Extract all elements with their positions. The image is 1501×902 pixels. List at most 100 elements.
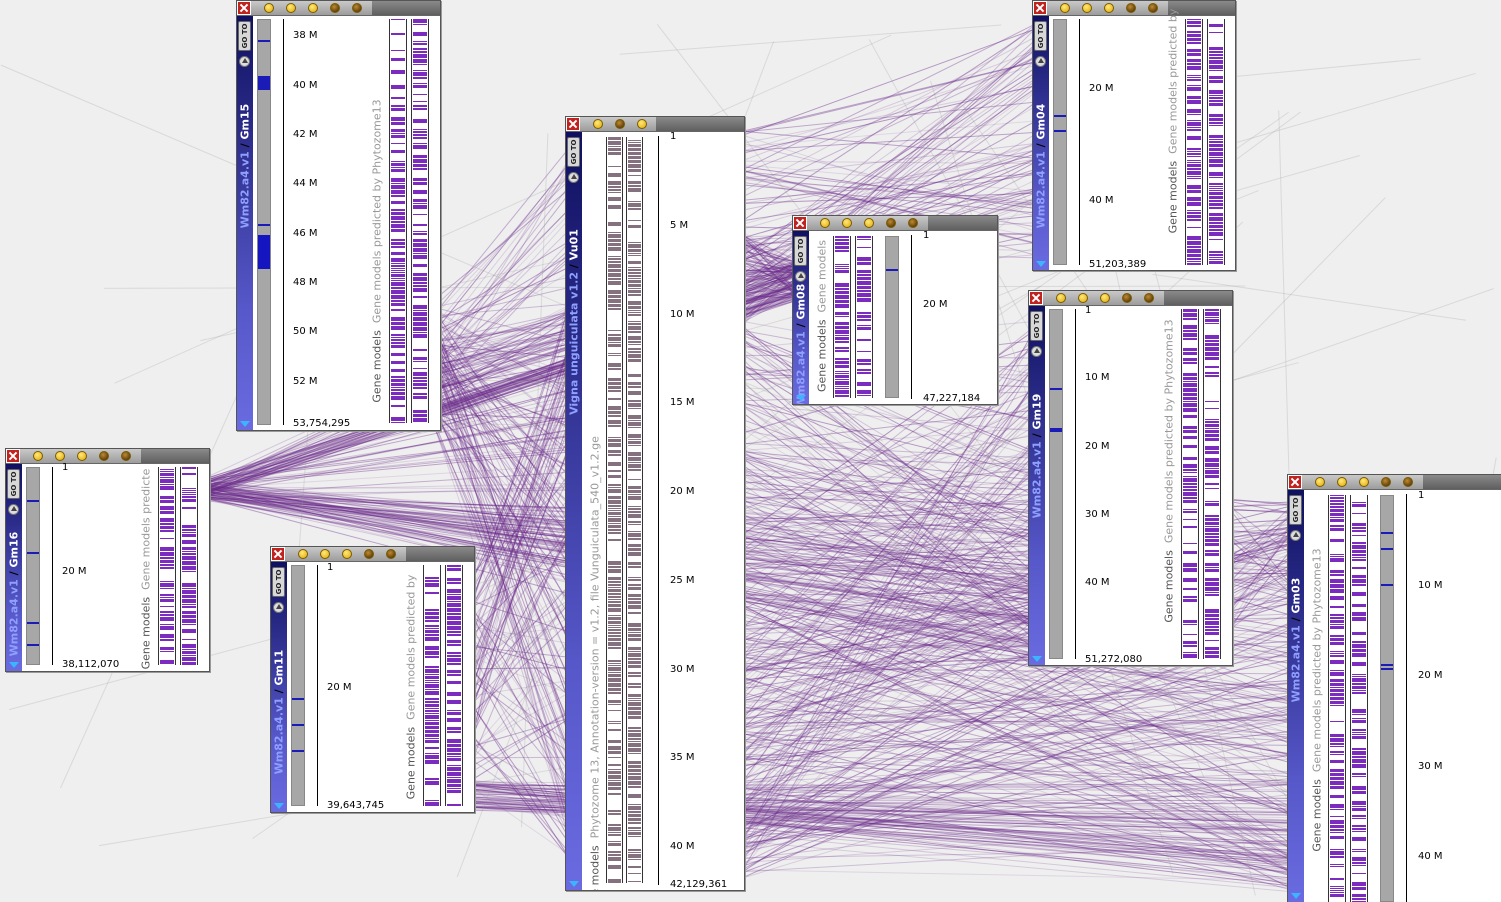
chromosome-panel-gm16[interactable]: GO TO Wm82.a4.v1 / Gm16 1 20 M 38,112,07…	[5, 448, 210, 672]
chromosome-panel-gm03[interactable]: GO TO Wm82.a4.v1 / Gm03 Gene models Gene…	[1287, 474, 1501, 902]
toggle-icon[interactable]	[1104, 3, 1114, 13]
toggle-icon[interactable]	[386, 549, 396, 559]
scroll-up-icon[interactable]	[1035, 56, 1046, 67]
toggle-icon[interactable]	[886, 218, 896, 228]
panel-titlebar[interactable]	[6, 449, 209, 464]
toggle-icon[interactable]	[593, 119, 603, 129]
scroll-down-icon[interactable]	[9, 662, 19, 668]
scroll-down-icon[interactable]	[1032, 656, 1042, 662]
toggle-icon[interactable]	[1126, 3, 1136, 13]
goto-button[interactable]: GO TO	[794, 236, 807, 266]
gene-stripe	[1209, 254, 1223, 256]
toggle-icon[interactable]	[1078, 293, 1088, 303]
scroll-down-icon[interactable]	[240, 421, 250, 427]
panel-titlebar[interactable]	[793, 216, 997, 231]
gene-stripe	[1330, 642, 1344, 645]
close-icon[interactable]	[1288, 475, 1302, 489]
toggle-icon[interactable]	[1122, 293, 1132, 303]
goto-button[interactable]: GO TO	[1034, 21, 1047, 51]
toggle-icon[interactable]	[908, 218, 918, 228]
chromosome-panel-vu01[interactable]: GO TO Vigna unguiculata v1.2 / Vu01 Gene…	[565, 116, 745, 891]
toggle-icon[interactable]	[320, 549, 330, 559]
scroll-down-icon[interactable]	[274, 803, 284, 809]
gene-stripe	[1330, 500, 1344, 502]
gene-stripe	[1352, 641, 1366, 643]
toggle-icon[interactable]	[1144, 293, 1154, 303]
toggle-icon[interactable]	[1060, 3, 1070, 13]
toggle-icon[interactable]	[1403, 477, 1413, 487]
chromosome-panel-gm08[interactable]: GO TO Wm82.a4.v1 / Gm08 Gene models Gene…	[792, 215, 998, 405]
toggle-icon[interactable]	[1381, 477, 1391, 487]
goto-button[interactable]: GO TO	[567, 137, 580, 167]
chromosome-panel-gm15[interactable]: GO TO Wm82.a4.v1 / Gm15 38 M 40 M 42 M 4…	[236, 0, 441, 431]
toggle-icon[interactable]	[1337, 477, 1347, 487]
scroll-down-icon[interactable]	[1036, 261, 1046, 267]
scroll-up-icon[interactable]	[1290, 530, 1301, 541]
chromosome-panel-gm04[interactable]: GO TO Wm82.a4.v1 / Gm04 20 M 40 M 51,203…	[1032, 0, 1236, 271]
scroll-down-icon[interactable]	[1291, 893, 1301, 899]
gene-stripe	[608, 615, 621, 616]
scroll-up-icon[interactable]	[239, 56, 250, 67]
toggle-icon[interactable]	[264, 3, 274, 13]
goto-button[interactable]: GO TO	[1030, 311, 1043, 341]
toggle-icon[interactable]	[55, 451, 65, 461]
gene-stripe	[1205, 614, 1219, 617]
toggle-icon[interactable]	[615, 119, 625, 129]
close-icon[interactable]	[1033, 1, 1047, 15]
toggle-icon[interactable]	[33, 451, 43, 461]
toggle-icon[interactable]	[820, 218, 830, 228]
scroll-up-icon[interactable]	[273, 602, 284, 613]
goto-button[interactable]: GO TO	[1289, 495, 1302, 525]
toggle-icon[interactable]	[308, 3, 318, 13]
close-icon[interactable]	[566, 117, 580, 131]
gene-stripe	[608, 667, 621, 671]
toggle-icon[interactable]	[1082, 3, 1092, 13]
close-icon[interactable]	[1029, 291, 1043, 305]
scroll-up-icon[interactable]	[1031, 346, 1042, 357]
toggle-icon[interactable]	[298, 549, 308, 559]
scroll-up-icon[interactable]	[795, 271, 806, 282]
toggle-icon[interactable]	[352, 3, 362, 13]
gene-stripe	[608, 632, 621, 634]
gene-stripe	[182, 490, 196, 491]
toggle-icon[interactable]	[286, 3, 296, 13]
goto-button[interactable]: GO TO	[7, 469, 20, 499]
toggle-icon[interactable]	[1359, 477, 1369, 487]
gene-stripe	[628, 634, 641, 637]
toggle-icon[interactable]	[842, 218, 852, 228]
gene-stripe	[1187, 114, 1201, 115]
close-icon[interactable]	[237, 1, 251, 15]
toggle-icon[interactable]	[99, 451, 109, 461]
toggle-icon[interactable]	[1315, 477, 1325, 487]
panel-titlebar[interactable]	[566, 117, 744, 132]
goto-button[interactable]: GO TO	[238, 21, 251, 51]
close-icon[interactable]	[6, 449, 20, 463]
close-icon[interactable]	[271, 547, 285, 561]
panel-titlebar[interactable]	[237, 1, 440, 16]
scroll-up-icon[interactable]	[8, 504, 19, 515]
goto-button[interactable]: GO TO	[272, 567, 285, 597]
toggle-icon[interactable]	[1100, 293, 1110, 303]
toggle-icon[interactable]	[342, 549, 352, 559]
panel-titlebar[interactable]	[1288, 475, 1501, 490]
scroll-down-icon[interactable]	[569, 881, 579, 887]
gene-stripe	[1183, 377, 1197, 380]
toggle-icon[interactable]	[864, 218, 874, 228]
gene-stripe	[1209, 200, 1223, 202]
gene-stripe	[628, 175, 641, 176]
panel-titlebar[interactable]	[271, 547, 474, 562]
toggle-icon[interactable]	[1148, 3, 1158, 13]
close-icon[interactable]	[793, 216, 807, 230]
toggle-icon[interactable]	[364, 549, 374, 559]
chromosome-panel-gm11[interactable]: GO TO Wm82.a4.v1 / Gm11 1 20 M 39,643,74…	[270, 546, 475, 813]
panel-titlebar[interactable]	[1029, 291, 1232, 306]
panel-titlebar[interactable]	[1033, 1, 1235, 16]
toggle-icon[interactable]	[330, 3, 340, 13]
scroll-up-icon[interactable]	[568, 172, 579, 183]
toggle-icon[interactable]	[1056, 293, 1066, 303]
toggle-icon[interactable]	[77, 451, 87, 461]
chromosome-panel-gm19[interactable]: GO TO Wm82.a4.v1 / Gm19 1 10 M 20 M 30 M…	[1028, 290, 1233, 666]
scroll-down-icon[interactable]	[796, 395, 806, 401]
toggle-icon[interactable]	[121, 451, 131, 461]
toggle-icon[interactable]	[637, 119, 647, 129]
